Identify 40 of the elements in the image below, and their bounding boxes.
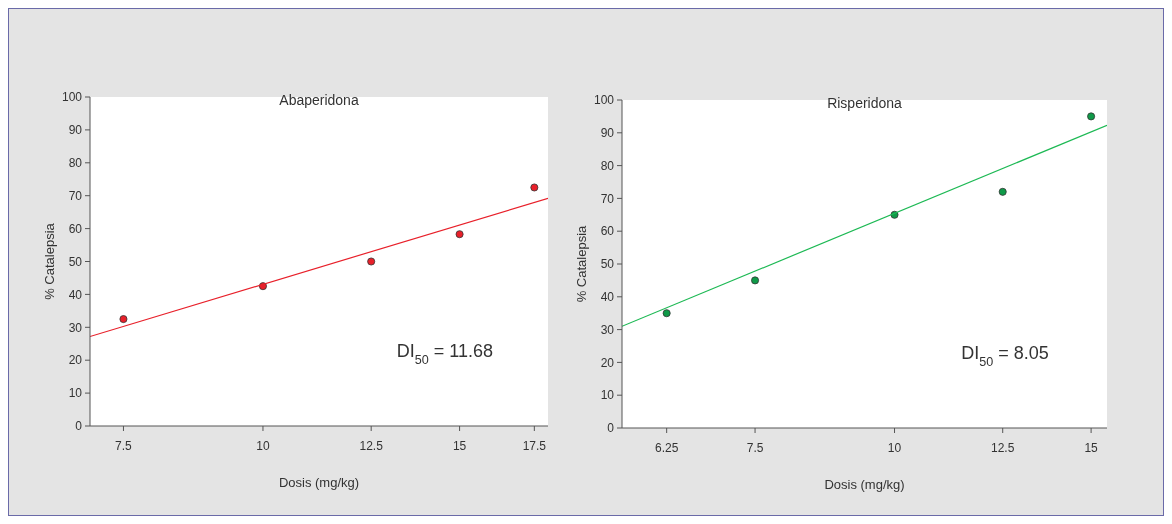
y-tick-label: 60 xyxy=(68,221,83,236)
y-tick-label: 10 xyxy=(68,386,83,401)
x-tick-label: 12.5 xyxy=(991,441,1015,455)
y-tick-label: 80 xyxy=(600,158,615,173)
x-tick-label: 10 xyxy=(256,439,270,453)
x-tick-label: 6.25 xyxy=(654,441,679,455)
x-tick-label: 17.5 xyxy=(522,439,547,453)
y-tick-label: 50 xyxy=(68,254,83,269)
y-tick-label: 90 xyxy=(600,126,615,140)
y-tick-label: 100 xyxy=(593,93,615,108)
x-tick-label: 10 xyxy=(887,441,902,455)
y-tick-label: 60 xyxy=(600,224,615,239)
y-tick-label: 10 xyxy=(600,388,615,403)
y-tick-label: 70 xyxy=(68,188,83,203)
y-tick-label: 40 xyxy=(600,290,615,304)
y-tick-label: 90 xyxy=(68,123,83,138)
y-tick-label: 40 xyxy=(68,287,83,302)
x-tick-label: 7.5 xyxy=(115,439,133,453)
y-tick-label: 80 xyxy=(68,156,83,170)
x-tick-label: 15 xyxy=(452,439,467,453)
x-tick-label: 7.5 xyxy=(746,441,764,455)
y-tick-label: 70 xyxy=(600,191,615,206)
y-tick-label: 20 xyxy=(68,353,83,368)
x-axis-title: Dosis (mg/kg) xyxy=(278,475,360,490)
x-tick-label: 12.5 xyxy=(359,439,384,453)
chart-title: Risperidona xyxy=(827,95,903,111)
y-axis-title: % Catalepsia xyxy=(42,222,57,300)
y-tick-label: 30 xyxy=(600,322,615,337)
annotation: DI$_{50}$ = 8.05 xyxy=(961,343,1049,370)
annotation: DI$_{50}$ = 11.68 xyxy=(396,340,494,367)
chart-title: Abaperidona xyxy=(279,92,359,108)
x-tick-label: 15 xyxy=(1084,441,1099,455)
y-tick-label: 100 xyxy=(61,90,83,105)
y-tick-label: 0 xyxy=(607,421,615,436)
y-tick-label: 50 xyxy=(600,257,615,272)
y-tick-label: 20 xyxy=(600,355,615,370)
y-axis-title: % Catalepsia xyxy=(574,224,589,303)
x-axis-title: Dosis (mg/kg) xyxy=(824,477,905,492)
y-tick-label: 0 xyxy=(75,419,83,434)
y-tick-label: 30 xyxy=(68,320,83,335)
